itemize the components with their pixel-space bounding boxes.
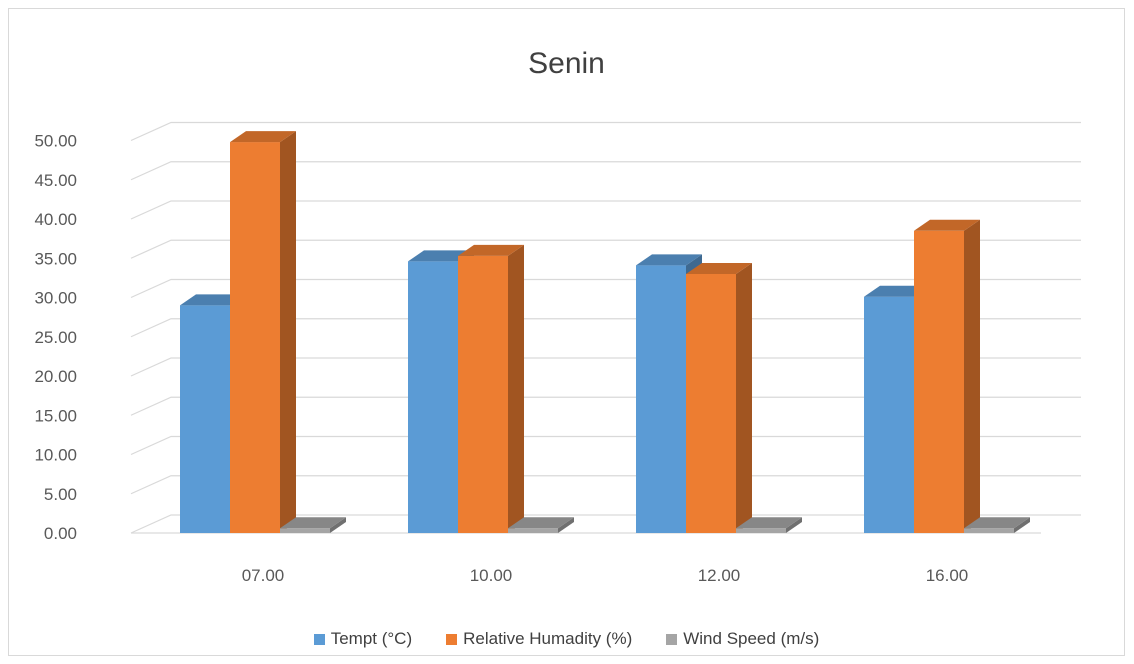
legend-item-wind-speed: Wind Speed (m/s) (666, 629, 819, 649)
y-tick-label: 20.00 (34, 367, 77, 386)
bar-top (964, 517, 1030, 529)
legend-swatch-humidity (446, 633, 458, 645)
x-tick-label: 16.00 (926, 566, 969, 585)
bar-side (964, 219, 980, 533)
y-tick-label: 40.00 (34, 210, 77, 229)
legend-label-wind-speed: Wind Speed (m/s) (683, 629, 820, 648)
legend-item-tempt: Tempt (°C) (313, 629, 413, 649)
bar-top (458, 244, 524, 256)
chart-frame: Senin 0.00 5.00 10.00 15.00 20.00 25.00 30.00 3… (8, 8, 1125, 656)
legend-label-humidity: Relative Humadity (%) (463, 629, 633, 648)
y-tick-label: 50.00 (34, 132, 77, 151)
bar-tempt (864, 296, 914, 533)
x-tick-label: 12.00 (698, 566, 741, 585)
bar-top (736, 517, 802, 529)
legend-item-humidity: Relative Humadity (%) (446, 629, 632, 649)
y-tick-label: 15.00 (34, 406, 77, 425)
bar-side (330, 517, 346, 533)
bar-humidity (686, 273, 736, 533)
gridline (130, 435, 1081, 456)
bar-wind-speed (964, 528, 1014, 533)
bar-side (508, 244, 524, 533)
bar-top (280, 517, 346, 529)
bar-side (736, 262, 752, 533)
y-tick-label: 10.00 (34, 446, 77, 465)
y-tick-label: 45.00 (34, 171, 77, 190)
gridline (130, 514, 1081, 534)
bar-top (408, 250, 474, 262)
bar-humidity (230, 142, 280, 533)
bar-top (686, 262, 752, 274)
gridline (130, 200, 1081, 220)
chart-legend: Tempt (°C) Relative Humadity (%) Wind Sp… (9, 629, 1124, 649)
bar-top (636, 254, 702, 266)
y-tick-label: 25.00 (34, 328, 77, 347)
bar-tempt (636, 265, 686, 533)
gridline (130, 161, 1081, 181)
bar-wind-speed (508, 528, 558, 533)
bar-side (280, 131, 296, 533)
gridline (130, 396, 1081, 416)
gridline (130, 318, 1081, 338)
bar-tempt (180, 305, 230, 533)
bar-side (786, 517, 802, 533)
bar-side (1014, 517, 1030, 533)
chart-plot-area: 0.00 5.00 10.00 15.00 20.00 25.00 30.00 35.00 40… (34, 121, 1081, 585)
y-tick-label: 0.00 (44, 524, 77, 543)
gridline (130, 357, 1081, 377)
bar-top (180, 294, 246, 306)
legend-label-tempt: Tempt (°C) (330, 629, 413, 648)
bar-wind-speed (736, 528, 786, 533)
bar-top (914, 219, 980, 231)
bar-tempt (408, 261, 458, 533)
gridline (130, 239, 1081, 259)
y-tick-label: 30.00 (34, 289, 77, 308)
x-tick-label: 10.00 (470, 566, 513, 585)
bar-top (864, 285, 930, 297)
bar-side (558, 517, 574, 533)
legend-swatch-tempt (313, 633, 325, 645)
y-tick-label: 35.00 (34, 249, 77, 268)
legend-swatch-wind-speed (666, 633, 678, 645)
gridline (130, 475, 1081, 495)
y-tick-label: 5.00 (44, 485, 77, 504)
bar-humidity (914, 230, 964, 533)
gridline (130, 121, 1081, 142)
bar-top (230, 131, 296, 143)
chart-title: Senin (528, 47, 605, 80)
bar-wind-speed (280, 528, 330, 533)
bar-humidity (458, 255, 508, 533)
x-tick-label: 07.00 (242, 566, 285, 585)
gridline (130, 278, 1081, 299)
bar-top (508, 517, 574, 529)
